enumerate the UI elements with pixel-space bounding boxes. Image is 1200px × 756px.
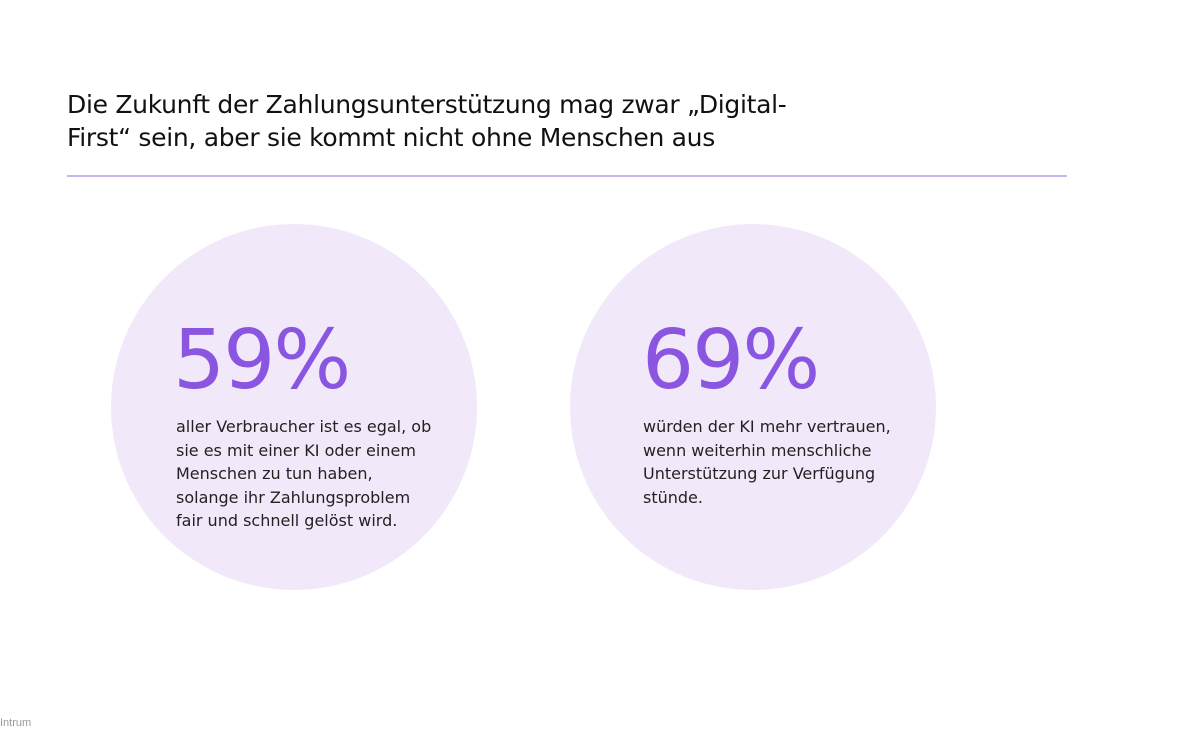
title-divider [67,175,1067,177]
page-title-line-2: First“ sein, aber sie kommt nicht ohne M… [67,123,715,152]
stat-description-2-line: Unterstützung zur Verfügung [643,464,876,483]
stat-circle-2 [570,224,936,590]
stat-description-2-line: stünde. [643,487,703,507]
stat-description-1-line: solange ihr Zahlungsproblem [176,487,411,507]
stat-description-1: aller Verbraucher ist es egal, ob sie es… [176,415,431,533]
stat-description-1-line: Menschen zu tun haben, [176,464,373,483]
stat-description-1-line: aller Verbraucher ist es egal, ob [176,417,432,436]
stat-description-2: würden der KI mehr vertrauen, wenn weite… [643,415,891,509]
page-title-line-1: Die Zukunft der Zahlungsunterstützung ma… [67,90,787,119]
stat-value-1: 59% [173,313,351,408]
stat-description-2-line: würden der KI mehr vertrauen, [643,417,891,436]
stat-circle-1 [111,224,477,590]
page-title: Die Zukunft der Zahlungsunterstützung ma… [67,88,827,154]
stat-description-2-line: wenn weiterhin menschliche [643,440,872,460]
stat-description-1-line: sie es mit einer KI oder einem [176,440,416,460]
stat-description-1-line: fair und schnell gelöst wird. [176,511,398,530]
footer-brand: Intrum [0,717,32,729]
stat-value-2: 69% [642,313,820,408]
